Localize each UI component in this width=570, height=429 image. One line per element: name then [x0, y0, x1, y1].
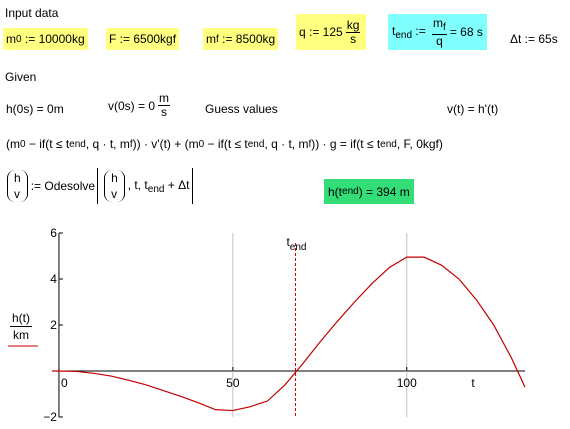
- text: − if(t ≤ t: [25, 137, 70, 151]
- subscript: end: [342, 186, 359, 197]
- subscript: end: [247, 138, 265, 150]
- y-tick-label: 4: [50, 272, 57, 286]
- text: , q · t, m: [264, 137, 309, 151]
- x-tick-label: 100: [397, 376, 417, 390]
- tend-def: tend := mf q = 68 s: [388, 14, 487, 50]
- entry: h: [111, 171, 118, 185]
- text: ) = 394 m: [358, 184, 410, 199]
- text: − if(t ≤ t: [204, 137, 248, 151]
- y-axis-label: h(t) km: [10, 310, 32, 343]
- v-def: v(t) = h'(t): [447, 102, 499, 116]
- text: m: [433, 15, 444, 30]
- text: + Δt: [164, 177, 190, 192]
- section-title: Input data: [5, 6, 59, 20]
- denominator: s: [161, 105, 168, 119]
- denominator: s: [350, 31, 357, 46]
- text: , t, t: [127, 177, 148, 192]
- text: := 10000kg: [21, 32, 85, 46]
- subscript: f: [443, 21, 446, 33]
- result: h(t end) = 394 m: [324, 179, 414, 204]
- subscript: f: [216, 33, 219, 45]
- label-den: km: [13, 328, 29, 342]
- expr: := Odesolve: [30, 179, 96, 193]
- expr: = 68 s: [449, 25, 483, 39]
- subscript: f: [129, 138, 133, 150]
- fraction: mf q: [432, 15, 447, 48]
- x-axis-label: t: [471, 376, 475, 390]
- text: )) · g = if(t ≤ t: [311, 137, 381, 151]
- ode: (m 0 − if(t ≤ t end, q · t, m f)) · v'(t) +…: [6, 137, 443, 151]
- text: (m: [6, 137, 20, 151]
- subscript: end: [69, 138, 86, 150]
- numerator: mf: [432, 15, 447, 35]
- y-tick-label: −2: [43, 410, 57, 424]
- denominator: q: [436, 33, 443, 48]
- marker-label-sub: end: [290, 242, 307, 253]
- entry: h: [14, 171, 21, 185]
- x-tick-label: 50: [226, 376, 240, 390]
- section-title: Given: [5, 70, 37, 84]
- line: [52, 256, 526, 412]
- q-def: q := 125 kg s: [296, 14, 367, 50]
- subscript: end: [147, 183, 165, 195]
- text: , F, 0kgf): [396, 137, 443, 151]
- subscript: end: [395, 29, 413, 41]
- numerator: kg: [345, 17, 361, 33]
- text: h(t: [328, 184, 343, 199]
- f-def: F := 6500kgf: [106, 28, 180, 50]
- h0-cond: h(0s) = 0m: [6, 102, 64, 116]
- expr: v(0s) = 0: [108, 98, 156, 113]
- text: m: [6, 32, 16, 46]
- x-tick-label: 0: [61, 376, 68, 390]
- subscript: 0: [16, 33, 22, 45]
- dt-def: Δt := 65s: [510, 32, 558, 46]
- entry: v: [14, 187, 20, 201]
- text: , q · t, m: [85, 137, 130, 151]
- text: m: [206, 32, 216, 46]
- subscript: 0: [20, 138, 26, 150]
- text: :=: [412, 23, 430, 38]
- subscript: 0: [198, 138, 205, 150]
- marker-label-text: t: [286, 235, 290, 249]
- subscript: end: [380, 138, 397, 150]
- numerator: m: [158, 91, 171, 106]
- expr: tend :=: [392, 24, 429, 41]
- y-tick-label: 6: [50, 226, 57, 240]
- marker-label: tend: [286, 235, 306, 253]
- y-tick-label: 2: [50, 318, 57, 332]
- text: := 8500kg: [218, 32, 276, 46]
- expr: , t, tend + Δt: [128, 178, 190, 195]
- expr: q := 125: [299, 25, 343, 39]
- text: )) · v'(t) + (m: [132, 137, 199, 151]
- text: t: [392, 23, 396, 38]
- label-num: h(t): [10, 311, 32, 327]
- guess-label: Guess values: [205, 102, 278, 116]
- entry: v: [111, 187, 118, 201]
- subscript: f: [308, 138, 312, 150]
- fraction: kg s: [345, 17, 361, 46]
